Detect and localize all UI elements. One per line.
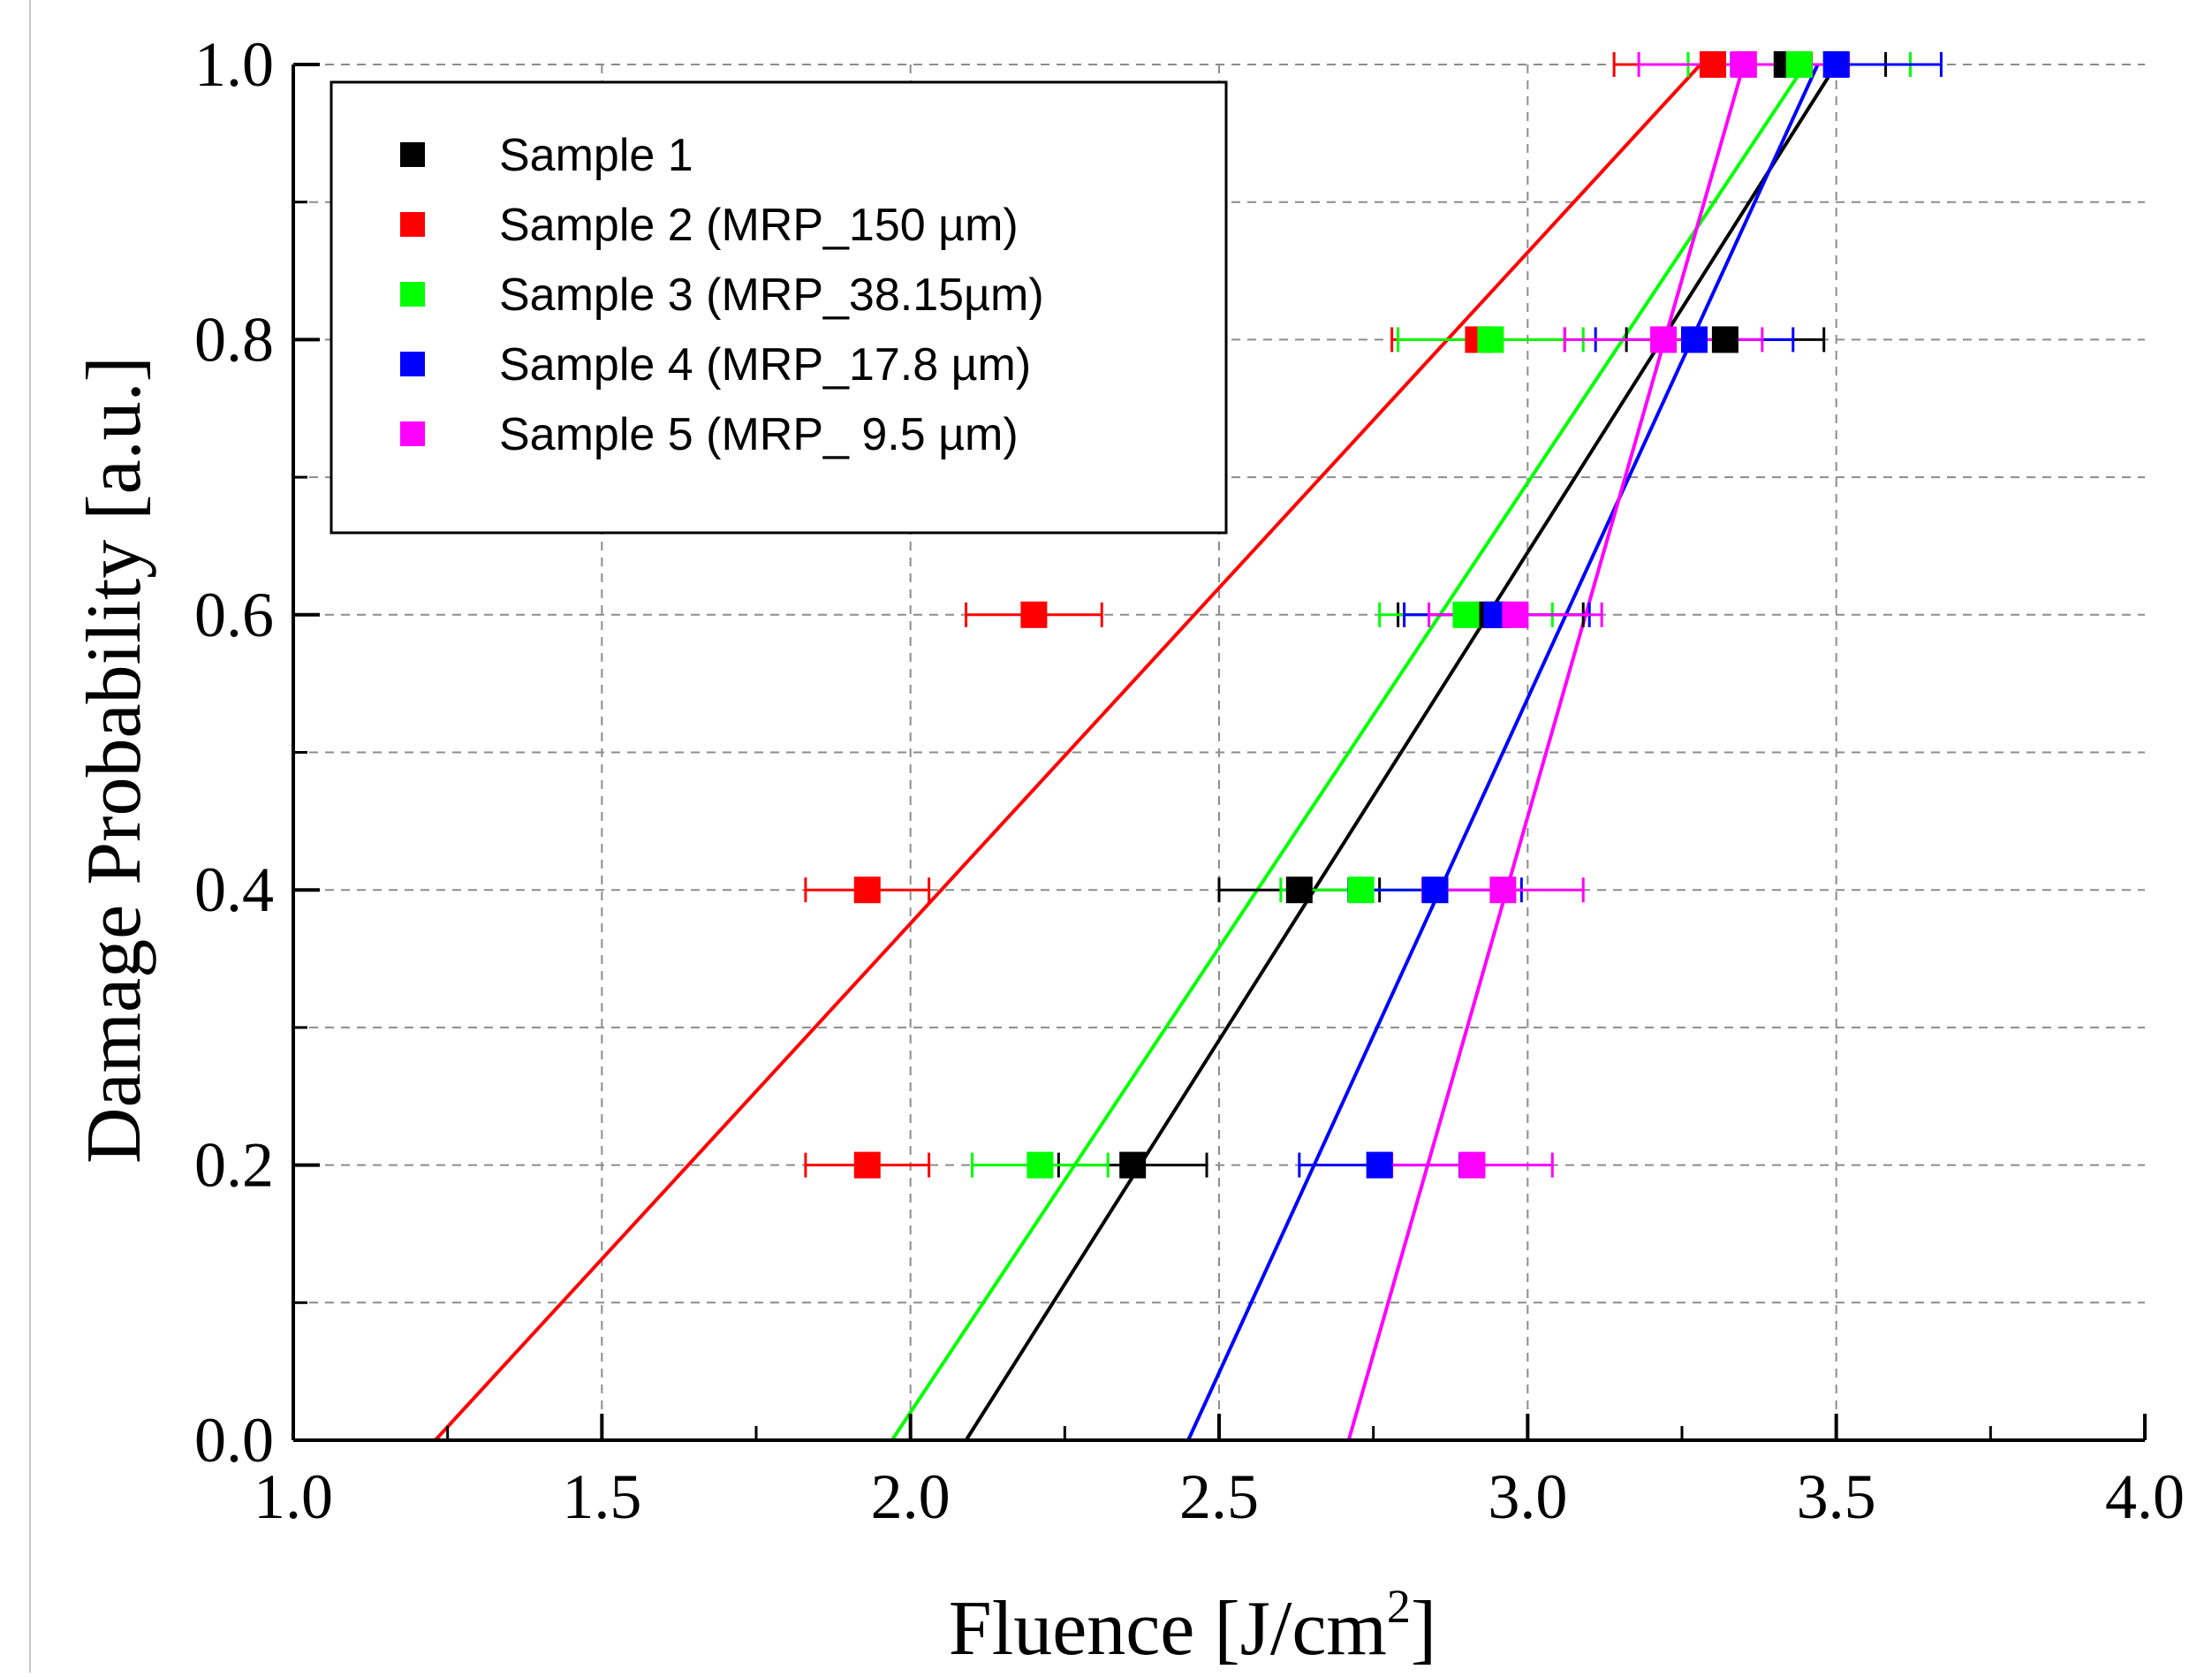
- data-markers: [853, 51, 1850, 1179]
- data-point: [1711, 326, 1739, 353]
- data-point: [1489, 876, 1517, 904]
- data-point: [1477, 326, 1504, 353]
- data-point: [1730, 51, 1757, 78]
- data-point: [853, 1151, 881, 1179]
- y-tick-label: 0.6: [194, 580, 274, 650]
- data-point: [1119, 1151, 1147, 1179]
- y-tick-label: 0.4: [194, 854, 274, 925]
- axes: 1.0 1.5 2.0 2.5 3.0 3.5 4.0 0.0 0.2 0.4 0.6 0.8 1.0: [194, 29, 2185, 1532]
- data-point: [1421, 876, 1449, 904]
- legend-label: Sample 1: [499, 130, 693, 181]
- data-point: [1285, 876, 1313, 904]
- x-tick-label: 2.5: [1179, 1461, 1259, 1532]
- data-point: [1680, 326, 1708, 353]
- x-tick-label: 2.0: [871, 1461, 951, 1532]
- x-tick-label: 4.0: [2105, 1461, 2185, 1532]
- legend-label: Sample 2 (MRP_150 µm): [499, 200, 1019, 251]
- legend-marker: [400, 352, 425, 376]
- y-tick-label: 0.2: [194, 1130, 274, 1201]
- y-axis-label: Damage Probability [a.u.]: [72, 356, 157, 1164]
- data-point: [1699, 51, 1726, 78]
- fit-line: [434, 63, 1702, 1442]
- x-tick-label: 3.0: [1488, 1461, 1567, 1532]
- fit-line: [1346, 64, 1746, 1441]
- data-point: [1785, 51, 1813, 78]
- data-point: [1366, 1151, 1393, 1179]
- data-point: [1347, 876, 1375, 904]
- data-point: [1822, 51, 1850, 78]
- data-point: [1458, 1151, 1486, 1179]
- fit-line: [964, 63, 1838, 1442]
- fit-line: [890, 63, 1807, 1442]
- y-tick-label: 0.8: [194, 304, 274, 375]
- legend-marker: [400, 212, 425, 237]
- fit-line: [1186, 64, 1820, 1441]
- y-tick-label: 1.0: [194, 29, 274, 100]
- data-point: [1452, 601, 1480, 628]
- x-tick-label: 3.5: [1797, 1461, 1876, 1532]
- x-tick-label: 1.5: [562, 1461, 641, 1532]
- data-point: [1020, 601, 1048, 628]
- legend-marker: [400, 421, 425, 446]
- legend: Sample 1 Sample 2 (MRP_150 µm) Sample 3 (M…: [330, 80, 1228, 535]
- legend-box: [330, 80, 1228, 535]
- fit-lines: [434, 63, 1838, 1442]
- data-point: [1502, 601, 1529, 628]
- legend-marker: [400, 282, 425, 307]
- data-point: [853, 876, 881, 904]
- legend-label: Sample 3 (MRP_38.15µm): [499, 269, 1044, 321]
- legend-label: Sample 4 (MRP_17.8 µm): [499, 339, 1031, 391]
- data-point: [1026, 1151, 1054, 1179]
- legend-marker: [400, 142, 425, 167]
- y-tick-label: 0.0: [194, 1405, 274, 1476]
- x-axis-label: Fluence [J/cm2]: [949, 1580, 1436, 1672]
- data-point: [1650, 326, 1678, 353]
- legend-label: Sample 5 (MRP_ 9.5 µm): [499, 409, 1019, 460]
- x-tick-label: 1.0: [254, 1461, 333, 1532]
